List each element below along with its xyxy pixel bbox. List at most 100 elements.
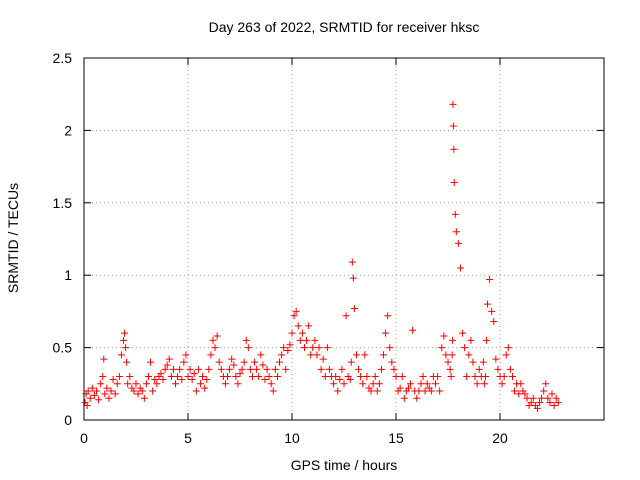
data-point <box>371 373 379 381</box>
data-point <box>144 373 152 381</box>
data-point <box>172 380 180 388</box>
data-point <box>84 387 92 395</box>
data-point <box>373 387 381 395</box>
data-point <box>540 387 548 395</box>
data-point <box>278 351 286 359</box>
data-point <box>196 380 204 388</box>
data-point <box>282 365 290 373</box>
data-point <box>502 351 510 359</box>
x-tick-label: 0 <box>80 430 88 446</box>
data-point <box>449 336 457 344</box>
data-point <box>447 373 455 381</box>
data-point <box>523 394 531 402</box>
data-point <box>157 370 165 378</box>
data-point <box>207 351 215 359</box>
x-axis-label: GPS time / hours <box>291 457 398 473</box>
data-point <box>259 361 267 369</box>
data-point <box>448 351 456 359</box>
data-point <box>253 365 261 373</box>
data-point <box>153 380 161 388</box>
data-point <box>165 355 173 363</box>
data-point <box>529 394 537 402</box>
data-point <box>115 373 123 381</box>
data-point <box>188 375 196 383</box>
y-tick-label: 1.5 <box>53 195 73 211</box>
data-point <box>386 344 394 352</box>
data-point <box>147 358 155 366</box>
data-point <box>527 399 535 407</box>
data-point <box>396 384 404 392</box>
data-point <box>284 346 292 354</box>
data-point <box>303 336 311 344</box>
data-point <box>336 375 344 383</box>
data-point <box>538 394 546 402</box>
data-point <box>169 365 177 373</box>
data-point <box>490 318 498 326</box>
data-point <box>251 358 259 366</box>
data-point <box>180 358 188 366</box>
data-point <box>194 365 202 373</box>
data-point <box>442 351 450 359</box>
chart-title: Day 263 of 2022, SRMTID for receiver hks… <box>209 19 480 35</box>
data-point <box>261 375 269 383</box>
data-point <box>213 332 221 340</box>
data-point <box>369 380 377 388</box>
data-point <box>265 373 273 381</box>
data-point <box>533 404 541 412</box>
data-point <box>363 373 371 381</box>
data-point <box>120 336 128 344</box>
data-point <box>494 365 502 373</box>
data-point <box>280 344 288 352</box>
data-point <box>140 394 148 402</box>
data-point <box>209 336 217 344</box>
data-point <box>359 380 367 388</box>
data-point <box>332 373 340 381</box>
data-point <box>384 312 392 320</box>
data-point <box>552 394 560 402</box>
data-point <box>142 380 150 388</box>
data-point <box>504 344 512 352</box>
data-point <box>346 375 354 383</box>
data-point <box>449 100 457 108</box>
data-point <box>121 329 129 337</box>
data-point <box>263 365 271 373</box>
data-point <box>205 365 213 373</box>
data-point <box>296 336 304 344</box>
data-point <box>452 228 460 236</box>
data-point <box>267 380 275 388</box>
y-axis-label: SRMTID / TECUs <box>5 183 21 293</box>
data-point <box>113 380 121 388</box>
data-point <box>236 370 244 378</box>
data-point <box>521 390 529 398</box>
data-point <box>330 380 338 388</box>
data-point <box>122 344 130 352</box>
data-point <box>226 365 234 373</box>
data-point <box>348 258 356 266</box>
data-point <box>392 373 400 381</box>
data-points <box>81 100 562 412</box>
data-point <box>232 373 240 381</box>
data-point <box>86 394 94 402</box>
data-point <box>242 336 250 344</box>
data-point <box>492 355 500 363</box>
data-point <box>382 329 390 337</box>
data-point <box>446 365 454 373</box>
data-point <box>404 384 412 392</box>
data-point <box>436 387 444 395</box>
data-point <box>350 305 358 313</box>
data-point <box>467 336 475 344</box>
data-point <box>347 358 355 366</box>
data-point <box>105 394 113 402</box>
data-point <box>215 358 223 366</box>
data-point <box>498 380 506 388</box>
data-point <box>475 365 483 373</box>
data-point <box>271 365 279 373</box>
data-point <box>427 387 435 395</box>
data-point <box>163 361 171 369</box>
data-point <box>201 384 209 392</box>
data-point <box>159 375 167 383</box>
y-tick-label: 0.5 <box>53 340 73 356</box>
data-point <box>95 396 103 404</box>
data-point <box>451 210 459 218</box>
